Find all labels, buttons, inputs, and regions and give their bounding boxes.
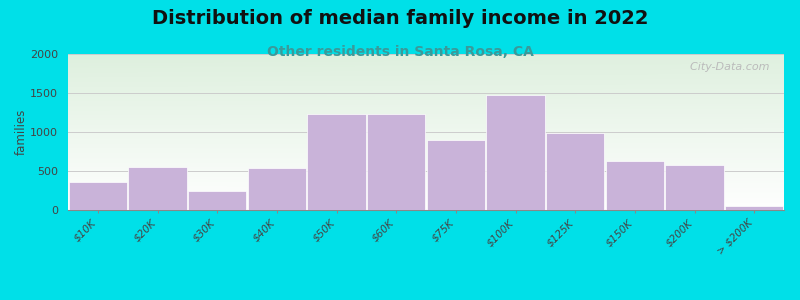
Text: City-Data.com: City-Data.com	[683, 62, 770, 72]
Bar	[426, 140, 485, 210]
Text: Distribution of median family income in 2022: Distribution of median family income in …	[152, 9, 648, 28]
Bar	[69, 182, 127, 210]
Y-axis label: families: families	[14, 109, 27, 155]
Bar	[307, 114, 366, 210]
Bar	[188, 191, 246, 210]
Bar	[486, 94, 545, 210]
Bar	[546, 133, 605, 210]
Bar	[666, 165, 724, 210]
Bar	[367, 114, 426, 210]
Bar	[606, 161, 664, 210]
Text: Other residents in Santa Rosa, CA: Other residents in Santa Rosa, CA	[266, 45, 534, 59]
Bar	[247, 168, 306, 210]
Bar	[128, 167, 186, 210]
Bar	[725, 206, 783, 210]
